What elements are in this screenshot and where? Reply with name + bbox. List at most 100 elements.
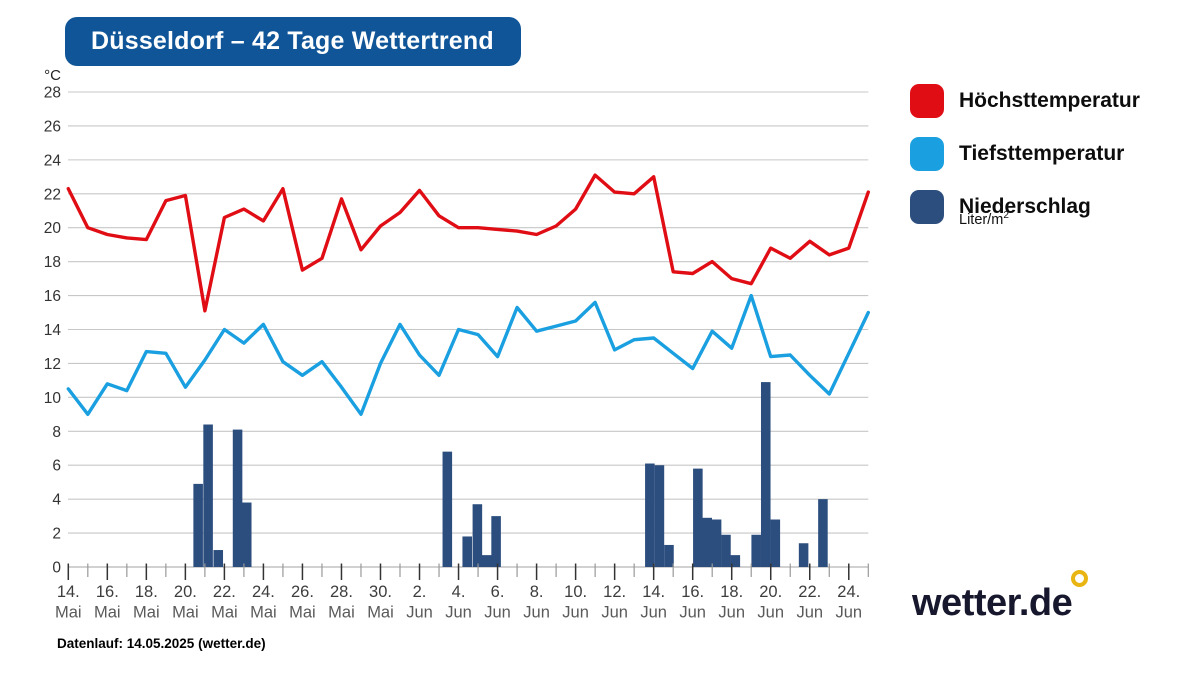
min-temp-swatch-icon xyxy=(910,137,944,171)
y-axis-tick-label: 8 xyxy=(52,424,61,441)
y-axis-tick-label: 4 xyxy=(52,492,61,509)
legend-label: Tiefsttemperatur xyxy=(959,142,1125,165)
page-title: Düsseldorf – 42 Tage Wettertrend xyxy=(65,17,521,66)
chart-legend: Höchsttemperatur Tiefsttemperatur Nieder… xyxy=(910,84,1140,228)
precipitation-bar xyxy=(798,543,809,567)
x-axis-day-label: 20. xyxy=(174,583,197,601)
precipitation-bar xyxy=(711,519,722,567)
precipitation-bar xyxy=(491,516,501,567)
x-axis-month-label: Jun xyxy=(796,604,823,622)
x-axis-day-label: 10. xyxy=(564,583,587,601)
y-axis-tick-label: 12 xyxy=(44,356,61,373)
x-axis-day-label: 22. xyxy=(213,583,236,601)
x-axis-day-label: 8. xyxy=(530,583,544,601)
max-temp-line xyxy=(66,173,870,313)
x-axis-month-label: Jun xyxy=(601,604,628,622)
min-temp-line xyxy=(66,293,870,416)
y-axis-tick-label: 2 xyxy=(52,526,61,543)
x-axis-month-label: Jun xyxy=(562,604,589,622)
x-axis-month-label: Jun xyxy=(406,604,433,622)
y-axis-tick-label: 18 xyxy=(44,254,61,271)
x-axis-day-label: 16. xyxy=(681,583,704,601)
x-axis-day-label: 2. xyxy=(413,583,427,601)
y-axis-tick-label: 28 xyxy=(44,85,61,102)
x-axis-day-label: 24. xyxy=(252,583,275,601)
x-axis-day-label: 22. xyxy=(798,583,821,601)
x-axis-day-label: 30. xyxy=(369,583,392,601)
y-axis-tick-label: 26 xyxy=(44,118,61,135)
legend-label: Höchsttemperatur xyxy=(959,89,1140,112)
precipitation-bar xyxy=(481,555,492,567)
x-axis-month-label: Jun xyxy=(484,604,511,622)
x-axis-day-label: 12. xyxy=(603,583,626,601)
x-axis-month-label: Jun xyxy=(523,604,550,622)
precipitation-bar xyxy=(760,382,771,567)
x-axis-month-label: Mai xyxy=(328,604,355,622)
x-axis-day-label: 18. xyxy=(135,583,158,601)
x-axis-month-label: Mai xyxy=(94,604,121,622)
logo-text: wetter.de xyxy=(912,582,1073,624)
x-axis-day-label: 6. xyxy=(491,583,505,601)
x-axis-month-label: Mai xyxy=(250,604,277,622)
y-axis-tick-label: 24 xyxy=(44,152,62,169)
y-axis-tick-label: 20 xyxy=(44,220,62,237)
x-axis-month-label: Mai xyxy=(367,604,394,622)
y-axis-tick-label: 22 xyxy=(44,186,61,203)
precipitation-bar xyxy=(664,544,674,567)
precipitation-bar xyxy=(442,451,453,567)
precipitation-bar xyxy=(241,502,252,567)
precipitation-bar xyxy=(645,463,655,567)
x-axis-day-label: 16. xyxy=(96,583,119,601)
precipitation-bar xyxy=(203,424,213,567)
x-axis-month-label: Jun xyxy=(835,604,862,622)
precipitation-bar xyxy=(721,534,731,567)
x-axis-month-label: Jun xyxy=(757,604,784,622)
precipitation-bar xyxy=(654,465,665,567)
legend-item-max-temp: Höchsttemperatur xyxy=(910,84,1140,118)
precipitation-swatch-icon xyxy=(910,190,944,224)
precipitation-bar xyxy=(818,499,828,567)
precipitation-bar xyxy=(770,519,781,567)
precipitation-bar xyxy=(232,429,243,567)
logo-ring-icon xyxy=(1071,570,1088,587)
x-axis-month-label: Jun xyxy=(445,604,472,622)
x-axis-day-label: 26. xyxy=(291,583,314,601)
y-axis-unit-label: °C xyxy=(44,67,61,84)
legend-label: Niederschlag xyxy=(959,195,1091,218)
x-axis-day-label: 14. xyxy=(642,583,665,601)
data-run-note: Datenlauf: 14.05.2025 (wetter.de) xyxy=(57,636,266,651)
precipitation-bar xyxy=(462,536,473,567)
x-axis-month-label: Jun xyxy=(640,604,667,622)
x-axis-month-label: Mai xyxy=(211,604,238,622)
y-axis-tick-label: 10 xyxy=(44,390,62,407)
x-axis-month-label: Mai xyxy=(289,604,316,622)
max-temp-swatch-icon xyxy=(910,84,944,118)
y-axis-tick-label: 14 xyxy=(44,322,62,339)
x-axis-month-label: Jun xyxy=(718,604,745,622)
x-axis-day-label: 20. xyxy=(759,583,782,601)
y-axis-tick-label: 0 xyxy=(52,560,61,577)
precipitation-bar xyxy=(193,483,203,567)
legend-item-min-temp: Tiefsttemperatur xyxy=(910,137,1140,171)
x-axis-day-label: 18. xyxy=(720,583,743,601)
y-axis-tick-label: 16 xyxy=(44,288,61,305)
x-axis-day-label: 24. xyxy=(837,583,860,601)
precipitation-bar xyxy=(702,517,713,567)
precipitation-unit: Liter/m2 xyxy=(959,210,1009,228)
x-axis-month-label: Mai xyxy=(172,604,199,622)
x-axis-month-label: Jun xyxy=(679,604,706,622)
legend-item-precipitation: Niederschlag xyxy=(910,190,1140,224)
x-axis-month-label: Mai xyxy=(55,604,82,622)
precipitation-bar xyxy=(213,550,224,567)
x-axis-day-label: 14. xyxy=(57,583,80,601)
wetter-de-logo: wetter.de xyxy=(912,566,1112,636)
precipitation-bar xyxy=(693,468,703,567)
precipitation-bar xyxy=(730,555,741,567)
x-axis-month-label: Mai xyxy=(133,604,160,622)
x-axis-day-label: 4. xyxy=(452,583,466,601)
precipitation-bar xyxy=(751,534,761,567)
y-axis-tick-label: 6 xyxy=(52,458,61,475)
precipitation-bar xyxy=(472,504,483,567)
